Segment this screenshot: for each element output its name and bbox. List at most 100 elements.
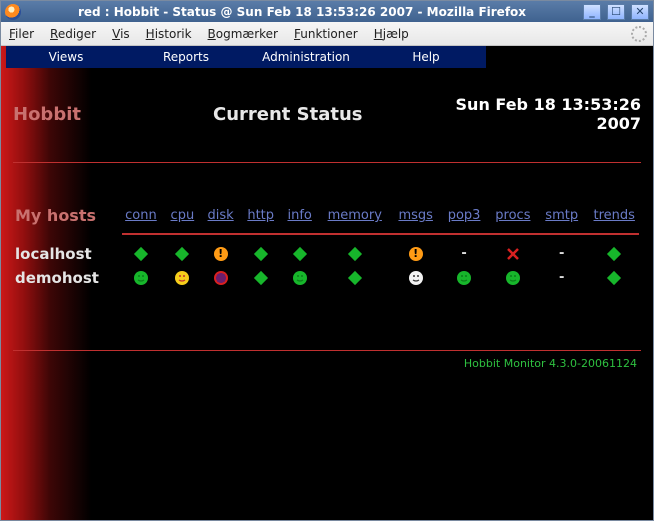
col-link-http[interactable]: http [247, 208, 274, 223]
status-diamond-icon[interactable] [254, 270, 268, 284]
col-link-memory[interactable]: memory [328, 208, 382, 223]
cell-demohost-cpu [164, 266, 201, 290]
status-diamond-icon[interactable] [348, 246, 362, 260]
host-row-localhost: localhost!! - - [11, 242, 643, 266]
status-diamond-icon[interactable] [293, 246, 307, 260]
col-procs: procs [488, 203, 538, 228]
section-label: My hosts [15, 206, 96, 225]
nav-help[interactable]: Help [366, 50, 486, 64]
cell-demohost-disk [201, 266, 241, 290]
footer-text: Hobbit Monitor 4.3.0-20061124 [1, 351, 653, 370]
menu-historik[interactable]: Historik [146, 27, 192, 41]
status-yellow-icon[interactable]: ! [409, 247, 423, 261]
cell-demohost-msgs [391, 266, 440, 290]
status-dash-icon: - [559, 270, 564, 285]
col-disk: disk [201, 203, 241, 228]
cell-localhost-conn [118, 242, 164, 266]
col-http: http [241, 203, 281, 228]
col-link-pop3[interactable]: pop3 [448, 208, 481, 223]
col-memory: memory [319, 203, 391, 228]
status-diamond-icon[interactable] [175, 246, 189, 260]
menu-bogmærker[interactable]: Bogmærker [208, 27, 278, 41]
nav-administration[interactable]: Administration [246, 50, 366, 64]
menu-vis[interactable]: Vis [112, 27, 130, 41]
page-title: Current Status [183, 104, 411, 125]
nav-views[interactable]: Views [6, 50, 126, 64]
browser-menubar: Filer Rediger Vis Historik Bogmærker Funktion… [1, 22, 653, 46]
col-msgs: msgs [391, 203, 440, 228]
cell-localhost-trends [585, 242, 643, 266]
minimize-button[interactable]: _ [583, 4, 601, 20]
cell-demohost-pop3 [440, 266, 487, 290]
status-table: My hosts conncpudisk http info memory msgs po… [11, 203, 643, 290]
cell-demohost-smtp: - [538, 266, 585, 290]
menu-hjælp[interactable]: Hjælp [374, 27, 409, 41]
status-purple-icon[interactable] [214, 271, 228, 285]
cell-demohost-http [241, 266, 281, 290]
cell-localhost-disk: ! [201, 242, 241, 266]
hobbit-navbar: ViewsReportsAdministrationHelp [6, 46, 486, 68]
cell-localhost-pop3: - [440, 242, 487, 266]
col-link-smtp[interactable]: smtp [545, 208, 578, 223]
status-diamond-icon[interactable] [607, 270, 621, 284]
status-green-icon[interactable] [293, 271, 307, 285]
section-label-cell: My hosts [11, 203, 118, 228]
host-name[interactable]: demohost [15, 269, 99, 287]
cell-localhost-smtp: - [538, 242, 585, 266]
status-dash-icon: - [461, 246, 466, 261]
header-underline [122, 233, 639, 235]
status-green-icon[interactable] [457, 271, 471, 285]
host-name-cell: demohost [11, 266, 118, 290]
col-cpu: cpu [164, 203, 201, 228]
col-link-disk[interactable]: disk [208, 208, 234, 223]
col-link-msgs[interactable]: msgs [398, 208, 432, 223]
col-trends: trends [585, 203, 643, 228]
status-dash-icon: - [559, 246, 564, 261]
cell-demohost-memory [319, 266, 391, 290]
status-yellow-icon[interactable]: ! [214, 247, 228, 261]
close-button[interactable]: ✕ [631, 4, 649, 20]
host-row-demohost: demohost - [11, 266, 643, 290]
page-header: Hobbit Current Status Sun Feb 18 13:53:2… [1, 68, 653, 162]
status-diamond-icon[interactable] [348, 270, 362, 284]
cell-localhost-procs [488, 242, 538, 266]
header-underline-row [11, 228, 643, 242]
cell-localhost-msgs: ! [391, 242, 440, 266]
nav-reports[interactable]: Reports [126, 50, 246, 64]
host-name-cell: localhost [11, 242, 118, 266]
app-name: Hobbit [13, 104, 183, 125]
column-header-row: My hosts conncpudisk http info memory msgs po… [11, 203, 643, 228]
status-redX-icon[interactable] [506, 247, 520, 261]
col-smtp: smtp [538, 203, 585, 228]
col-link-info[interactable]: info [287, 208, 311, 223]
cell-localhost-info [281, 242, 319, 266]
menu-filer[interactable]: Filer [9, 27, 34, 41]
col-link-trends[interactable]: trends [594, 208, 635, 223]
status-yellow-face-icon[interactable] [175, 271, 189, 285]
maximize-button[interactable]: ☐ [607, 4, 625, 20]
window-titlebar: red : Hobbit - Status @ Sun Feb 18 13:53… [1, 1, 653, 22]
page-content: ViewsReportsAdministrationHelp Hobbit Cu… [1, 46, 653, 520]
col-link-conn[interactable]: conn [125, 208, 157, 223]
col-link-procs[interactable]: procs [495, 208, 530, 223]
cell-demohost-procs [488, 266, 538, 290]
menu-funktioner[interactable]: Funktioner [294, 27, 358, 41]
status-green-icon[interactable] [134, 271, 148, 285]
cell-localhost-memory [319, 242, 391, 266]
status-diamond-icon[interactable] [607, 246, 621, 260]
menu-rediger[interactable]: Rediger [50, 27, 96, 41]
host-name[interactable]: localhost [15, 245, 92, 263]
col-conn: conn [118, 203, 164, 228]
window-title: red : Hobbit - Status @ Sun Feb 18 13:53… [27, 5, 577, 19]
col-pop3: pop3 [440, 203, 487, 228]
page-timestamp: Sun Feb 18 13:53:262007 [411, 76, 641, 152]
cell-localhost-cpu [164, 242, 201, 266]
status-diamond-icon[interactable] [134, 246, 148, 260]
cell-demohost-info [281, 266, 319, 290]
status-diamond-icon[interactable] [254, 246, 268, 260]
cell-demohost-trends [585, 266, 643, 290]
status-clear-face-icon[interactable] [409, 271, 423, 285]
throbber-icon [631, 26, 647, 42]
col-link-cpu[interactable]: cpu [171, 208, 195, 223]
status-green-icon[interactable] [506, 271, 520, 285]
